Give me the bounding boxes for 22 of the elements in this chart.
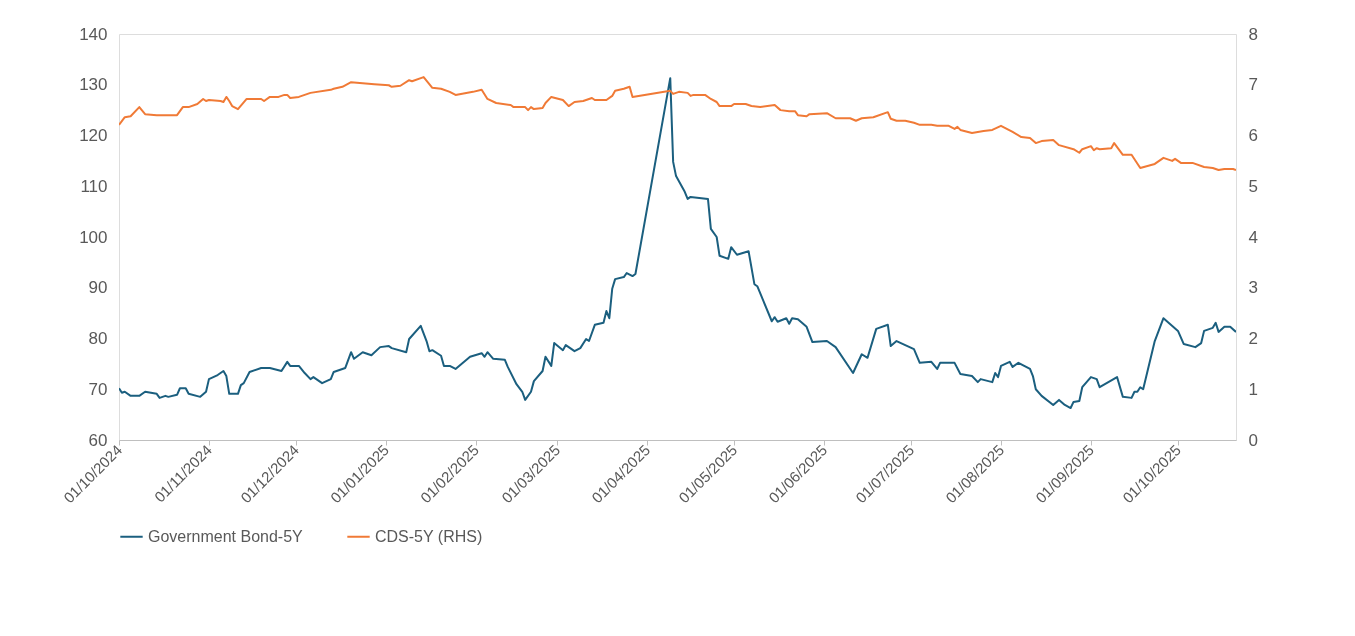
y-tick-label: 70 [88, 379, 108, 399]
y2-tick-label: 2 [1248, 329, 1258, 348]
line-series [119, 77, 1236, 410]
y2-tick-label: 8 [1248, 24, 1258, 44]
y2-tick-label: 0 [1248, 430, 1258, 450]
y2-tick-label: 5 [1248, 176, 1258, 196]
y-tick-label: 120 [79, 126, 108, 145]
legend-label: CDS-5Y (RHS) [375, 527, 483, 545]
line-series [119, 76, 1236, 172]
y-tick-label: 140 [79, 24, 108, 44]
y-tick-label: 90 [88, 278, 108, 298]
legend-label: Government Bond-5Y [148, 527, 304, 545]
y-tick-label: 110 [80, 176, 108, 196]
y-tick-label: 80 [88, 329, 108, 348]
y2-tick-label: 4 [1248, 227, 1258, 247]
y-tick-label: 130 [79, 75, 108, 95]
y2-tick-label: 3 [1248, 278, 1258, 298]
y-tick-label: 60 [88, 430, 108, 450]
y2-tick-label: 6 [1248, 126, 1258, 145]
y-tick-label: 100 [79, 227, 108, 247]
y2-tick-label: 7 [1248, 75, 1258, 95]
y2-tick-label: 1 [1248, 379, 1258, 399]
